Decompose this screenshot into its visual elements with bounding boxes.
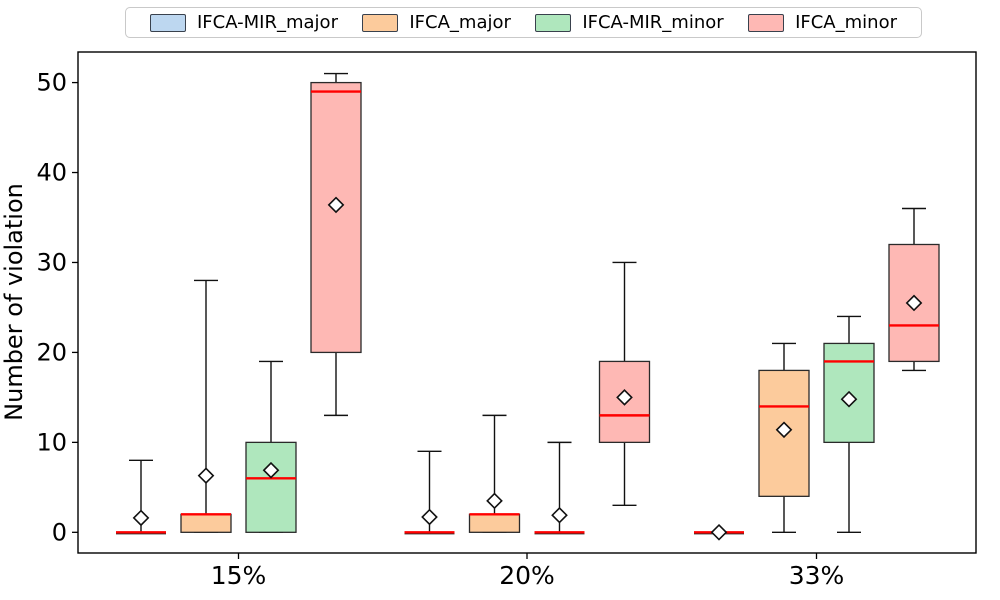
mean-diamond-icon [551, 506, 568, 524]
box-IFCA-MIR_major-15% [116, 459, 166, 535]
y-tick-label: 0 [52, 518, 67, 546]
x-tick-label: 33% [789, 561, 845, 590]
legend-label: IFCA_minor [795, 11, 897, 33]
mean-diamond-icon [775, 421, 793, 439]
box-IFCA_minor-20% [598, 261, 651, 507]
y-tick-label: 10 [36, 428, 67, 456]
axes-frame [77, 51, 977, 554]
legend-swatch-icon [535, 13, 572, 32]
legend-swatch-icon [362, 13, 399, 32]
box-IFCA-MIR_minor-33% [823, 315, 875, 534]
mean-diamond-icon [710, 523, 728, 541]
mean-diamond-icon [132, 509, 150, 527]
box-IFCA-MIR_major-33% [694, 523, 744, 541]
y-tick-label: 20 [36, 338, 67, 366]
x-tick-label: 15% [211, 561, 267, 590]
box-IFCA_major-15% [180, 279, 232, 534]
y-tick-label: 50 [36, 69, 67, 97]
mean-diamond-icon [327, 196, 345, 214]
mean-diamond-icon [616, 389, 633, 406]
legend-swatch-icon [150, 13, 186, 32]
box-IFCA_major-33% [758, 342, 810, 534]
box-IFCA-MIR_major-20% [404, 450, 455, 535]
box-IFCA-MIR_minor-20% [534, 441, 585, 535]
box-IFCA_major-20% [468, 414, 521, 534]
mean-diamond-icon [197, 467, 215, 484]
box-rect [310, 81, 362, 354]
mean-diamond-icon [905, 294, 923, 312]
box-IFCA-MIR_minor-15% [245, 360, 297, 534]
y-tick-label: 40 [36, 159, 67, 187]
box-rect [245, 441, 297, 533]
legend: IFCA-MIR_major IFCA_major IFCA-MIR_minor IF… [125, 7, 922, 38]
mean-diamond-icon [262, 461, 280, 479]
legend-label: IFCA-MIR_minor [582, 11, 724, 33]
legend-item-IFCA_major: IFCA_major [362, 11, 511, 33]
mean-diamond-icon [840, 390, 858, 408]
legend-item-IFCA_minor: IFCA_minor [748, 11, 897, 33]
legend-item-IFCA-MIR_minor: IFCA-MIR_minor [535, 11, 724, 33]
x-tick-label: 20% [499, 561, 555, 590]
legend-swatch-icon [748, 13, 785, 32]
legend-label: IFCA-MIR_major [197, 11, 338, 33]
box-IFCA_minor-15% [310, 72, 362, 417]
y-tick-label: 30 [36, 248, 67, 276]
mean-diamond-icon [421, 508, 438, 526]
legend-label: IFCA_major [409, 11, 511, 33]
plot-area: 0 10 20 30 40 50 15% 20% 33% [36, 51, 977, 590]
box-IFCA_minor-33% [888, 207, 940, 372]
legend-item-IFCA-MIR_major: IFCA-MIR_major [150, 11, 338, 33]
y-axis-label: Number of violation [0, 183, 28, 421]
box-rect [468, 513, 521, 533]
box-rect [180, 513, 232, 533]
mean-diamond-icon [486, 492, 503, 510]
